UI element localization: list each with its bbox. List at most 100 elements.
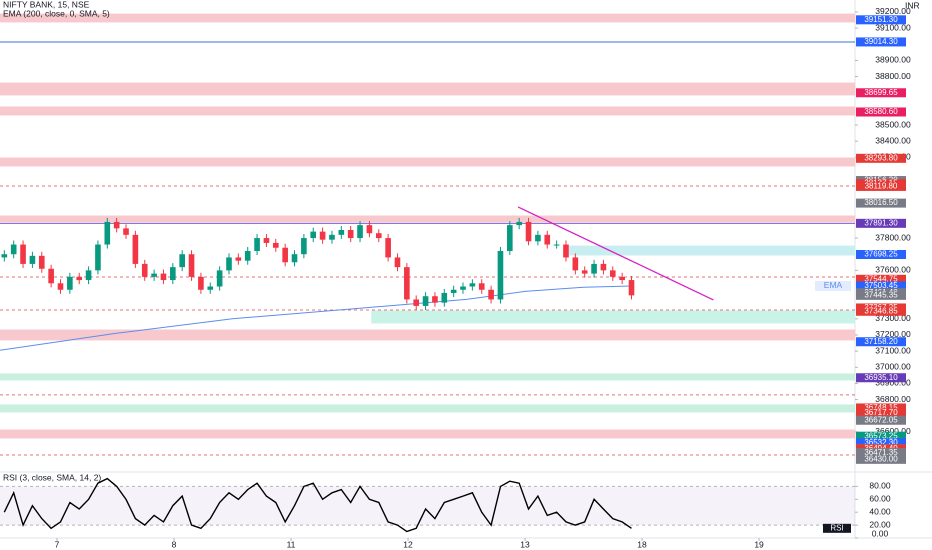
candle-body: [254, 238, 260, 251]
candle-body: [441, 292, 448, 303]
candle-body: [525, 221, 532, 242]
candle-body: [385, 238, 391, 258]
price-label: 39151.30: [864, 15, 898, 24]
y-tick-label: 36900.00: [875, 378, 911, 388]
y-tick-label: 37200.00: [875, 329, 911, 339]
candle-body: [347, 229, 354, 239]
zone: [0, 13, 856, 23]
price-label-box: [856, 290, 906, 300]
candle-body: [282, 247, 288, 263]
price-label: 37158.20: [864, 337, 898, 346]
candle-body: [319, 231, 326, 240]
x-tick-label: 11: [287, 539, 296, 549]
x-tick-label: 13: [520, 539, 530, 549]
zone: [568, 245, 856, 256]
price-label-box: [856, 107, 906, 117]
candle-body: [179, 254, 185, 268]
candle-body: [76, 276, 83, 281]
price-label-box: [856, 431, 906, 441]
candle-body: [20, 244, 26, 264]
candle-body: [572, 257, 579, 271]
price-label: 36717.70: [864, 408, 898, 417]
candle-body: [516, 221, 522, 226]
candle-body: [338, 229, 345, 235]
price-label-box: [856, 337, 906, 347]
price-label-box: [856, 250, 906, 260]
y-tick-label: 36600.00: [875, 426, 911, 436]
price-label: 36672.05: [864, 415, 898, 424]
candle-body: [450, 289, 457, 293]
price-label: 38580.60: [864, 107, 898, 116]
y-tick-label: 37600.00: [875, 265, 911, 275]
candle-body: [132, 234, 139, 264]
price-label-box: [856, 198, 906, 208]
candle-body: [544, 234, 551, 245]
candle-body: [628, 280, 635, 296]
candle-body: [188, 254, 195, 277]
price-label: 37445.35: [864, 290, 898, 299]
zone: [0, 157, 856, 167]
candle-body: [1, 254, 8, 258]
price-label-box: [856, 37, 906, 47]
candle-body: [310, 231, 317, 239]
candle-body: [394, 257, 401, 268]
candle-body: [460, 286, 466, 290]
candle-body: [375, 233, 382, 239]
candle-body: [216, 270, 223, 287]
candle-body: [591, 263, 597, 274]
price-label: 36748.15: [864, 403, 898, 412]
y-tick-label: 37300.00: [875, 313, 911, 323]
candle-body: [207, 286, 214, 290]
candle-body: [226, 257, 232, 271]
price-label: 38119.80: [865, 182, 898, 191]
candle-body: [469, 283, 476, 287]
y-tick-label: 37800.00: [875, 232, 911, 242]
price-label-box: [856, 448, 906, 458]
zone: [0, 404, 856, 413]
price-label: 37698.25: [864, 250, 898, 259]
price-label: 36935.10: [864, 373, 898, 382]
zone: [0, 215, 856, 223]
candle-body: [29, 255, 36, 264]
candle-body: [57, 283, 64, 290]
y-tick-label: 36800.00: [875, 394, 911, 404]
x-tick-label: 18: [637, 539, 647, 549]
zone: [0, 82, 856, 96]
y-tick-label: 38900.00: [875, 55, 911, 65]
y-tick-label: 38800.00: [875, 71, 911, 81]
plot-layer: 39200.00 39100.00 38900.00 38800.00 38500.00…: [0, 6, 911, 549]
price-label: 36471.35: [864, 448, 898, 457]
ema-tag-box: [815, 280, 851, 291]
candle-body: [141, 263, 148, 277]
candle-body: [244, 250, 251, 261]
candle-body: [488, 289, 494, 300]
price-label-box: [856, 181, 906, 191]
rsi-legend: RSI (3, close, SMA, 14, 2): [3, 472, 101, 482]
rsi-tag: RSI: [830, 523, 843, 532]
candle-body: [600, 263, 607, 271]
candle-body: [507, 225, 513, 251]
price-label-box: [856, 274, 906, 284]
candle-body: [619, 276, 625, 281]
candle-body: [422, 296, 429, 306]
price-label-box: [856, 408, 906, 418]
price-label: 37891.30: [864, 218, 898, 227]
candle-body: [198, 276, 204, 290]
x-tick-label: 12: [403, 539, 413, 549]
price-label-box: [856, 373, 906, 383]
price-label: 37544.75: [864, 274, 898, 283]
y-tick-label: 39200.00: [875, 6, 911, 16]
candle-body: [263, 238, 270, 243]
candle-body: [10, 244, 17, 255]
candle-body: [170, 267, 176, 281]
y-tick-label: 37100.00: [875, 345, 911, 355]
candle-body: [535, 234, 541, 242]
candle-body: [478, 283, 485, 290]
price-label: 39014.30: [864, 37, 898, 46]
rsi-line: [3, 477, 632, 533]
price-label: 38699.65: [864, 88, 898, 97]
rsi-band: [0, 486, 855, 526]
price-label: 38293.80: [864, 153, 898, 162]
rsi-y-tick-label: 0.00: [872, 528, 889, 538]
